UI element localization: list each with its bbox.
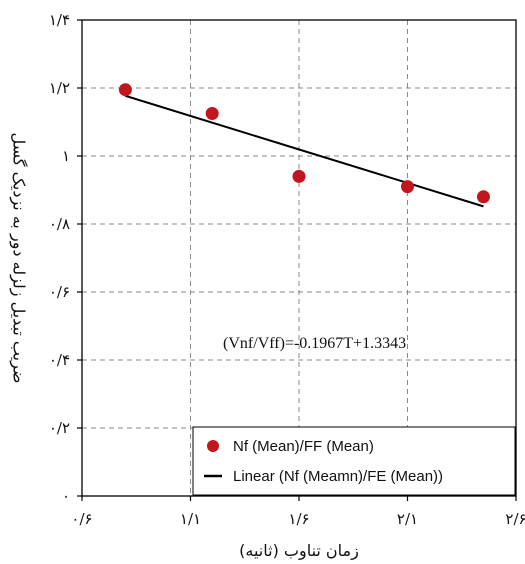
y-tick-label-0: ۰: [62, 487, 70, 505]
trend-line-segment-0: [125, 94, 484, 208]
x-axis-label: زمان تناوب (ثانیه): [239, 541, 359, 561]
y-tick-label-5: ۱: [62, 147, 70, 165]
regression-equation: (Vnf/Vff)=-0.1967T+1.3343: [223, 335, 406, 352]
data-point-1: [205, 107, 219, 120]
y-tick-label-2: ۰/۴: [49, 351, 70, 369]
legend: Nf (Mean)/FF (Mean) Linear (Nf (Meamn)/F…: [192, 426, 516, 496]
y-axis-label: ضریب تبدیل زلزله دور به نزدیک گسل: [9, 132, 29, 383]
y-tick-label-1: ۰/۲: [49, 419, 70, 437]
axis-ticks: [77, 19, 517, 501]
legend-entry-points: Nf (Mean)/FF (Mean): [233, 438, 374, 455]
x-tick-label-4: ۲/۶: [505, 510, 525, 528]
legend-box: [192, 426, 516, 496]
y-tick-label-6: ۱/۲: [49, 79, 70, 97]
legend-entry-line: Linear (Nf (Meamn)/FE (Mean)): [233, 468, 443, 485]
y-tick-label-7: ۱/۴: [49, 11, 70, 29]
data-point-0: [118, 83, 132, 97]
x-axis-tick-labels: ۰/۶ ۱/۱ ۱/۶ ۲/۱ ۲/۶: [71, 510, 525, 528]
x-tick-label-1: ۱/۱: [180, 510, 201, 528]
y-tick-label-3: ۰/۶: [49, 283, 70, 301]
data-series: [118, 83, 490, 208]
y-axis-tick-labels: ۰ ۰/۲ ۰/۴ ۰/۶ ۰/۸ ۱ ۱/۲ ۱/۴: [49, 11, 70, 505]
data-point-3: [401, 180, 414, 194]
x-tick-label-2: ۱/۶: [288, 510, 309, 528]
legend-marker-points: [207, 440, 219, 452]
y-tick-label-4: ۰/۸: [49, 215, 70, 233]
x-tick-label-0: ۰/۶: [71, 510, 92, 528]
data-point-2: [292, 169, 306, 183]
x-tick-label-3: ۲/۱: [397, 510, 418, 528]
data-point-4: [476, 190, 490, 204]
